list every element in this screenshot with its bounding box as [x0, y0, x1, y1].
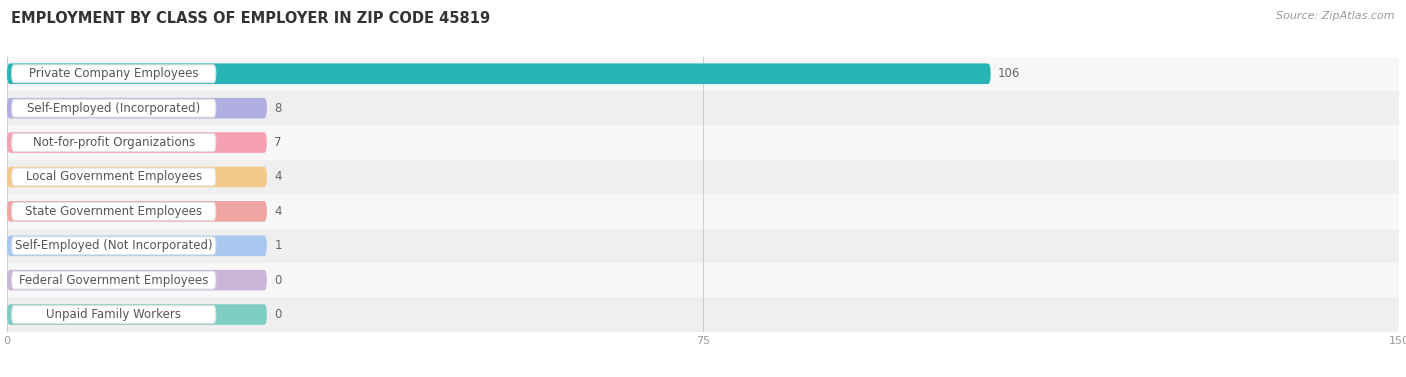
Text: EMPLOYMENT BY CLASS OF EMPLOYER IN ZIP CODE 45819: EMPLOYMENT BY CLASS OF EMPLOYER IN ZIP C…: [11, 11, 491, 26]
FancyBboxPatch shape: [7, 270, 267, 291]
Text: Self-Employed (Incorporated): Self-Employed (Incorporated): [27, 102, 201, 115]
FancyBboxPatch shape: [11, 202, 217, 220]
Text: 106: 106: [998, 67, 1021, 80]
FancyBboxPatch shape: [11, 65, 217, 83]
Text: Unpaid Family Workers: Unpaid Family Workers: [46, 308, 181, 321]
FancyBboxPatch shape: [11, 99, 217, 117]
Text: Self-Employed (Not Incorporated): Self-Employed (Not Incorporated): [15, 239, 212, 252]
Text: 7: 7: [274, 136, 281, 149]
FancyBboxPatch shape: [7, 201, 267, 222]
Text: Private Company Employees: Private Company Employees: [30, 67, 198, 80]
Bar: [7, 194, 1399, 228]
Text: 0: 0: [274, 274, 281, 287]
FancyBboxPatch shape: [7, 167, 267, 187]
FancyBboxPatch shape: [7, 235, 267, 256]
Bar: [7, 57, 1399, 91]
Text: 0: 0: [274, 308, 281, 321]
Text: 8: 8: [274, 102, 281, 115]
FancyBboxPatch shape: [11, 168, 217, 186]
FancyBboxPatch shape: [11, 306, 217, 323]
Bar: [7, 297, 1399, 332]
Bar: [7, 160, 1399, 194]
Text: State Government Employees: State Government Employees: [25, 205, 202, 218]
Bar: [7, 91, 1399, 126]
Text: Source: ZipAtlas.com: Source: ZipAtlas.com: [1277, 11, 1395, 21]
Text: 4: 4: [274, 170, 281, 184]
FancyBboxPatch shape: [11, 237, 217, 255]
Text: 1: 1: [274, 239, 281, 252]
Text: Local Government Employees: Local Government Employees: [25, 170, 202, 184]
Text: Not-for-profit Organizations: Not-for-profit Organizations: [32, 136, 195, 149]
Bar: [7, 126, 1399, 160]
FancyBboxPatch shape: [7, 132, 267, 153]
FancyBboxPatch shape: [7, 98, 267, 118]
FancyBboxPatch shape: [7, 63, 991, 84]
Bar: [7, 263, 1399, 297]
FancyBboxPatch shape: [7, 304, 267, 325]
Text: Federal Government Employees: Federal Government Employees: [20, 274, 208, 287]
Bar: [7, 228, 1399, 263]
FancyBboxPatch shape: [11, 133, 217, 152]
Text: 4: 4: [274, 205, 281, 218]
FancyBboxPatch shape: [11, 271, 217, 289]
